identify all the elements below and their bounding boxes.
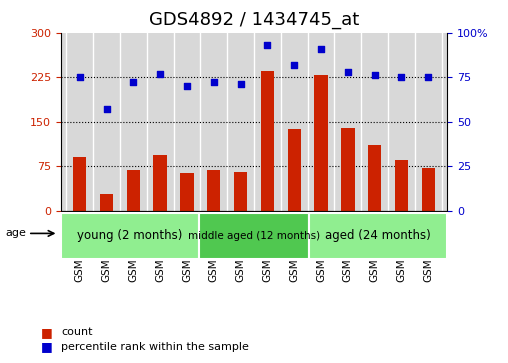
Bar <box>314 76 328 211</box>
Bar <box>422 168 435 211</box>
Text: ■: ■ <box>41 326 52 339</box>
Bar <box>126 170 140 211</box>
Bar <box>199 213 309 259</box>
Text: count: count <box>61 327 92 337</box>
Bar <box>288 129 301 211</box>
Text: middle aged (12 months): middle aged (12 months) <box>188 231 320 241</box>
Bar <box>368 145 382 211</box>
Bar <box>61 213 199 259</box>
Bar <box>153 155 167 211</box>
Bar <box>341 127 355 211</box>
Point <box>103 106 111 112</box>
Bar <box>73 157 86 211</box>
Bar <box>207 170 220 211</box>
Point <box>237 81 245 87</box>
Point <box>371 73 379 78</box>
Text: young (2 months): young (2 months) <box>77 229 182 242</box>
Point <box>156 71 164 77</box>
Point <box>183 83 191 89</box>
Point <box>290 62 298 68</box>
Text: aged (24 months): aged (24 months) <box>325 229 431 242</box>
Bar <box>261 71 274 211</box>
Bar <box>234 172 247 211</box>
Point <box>344 69 352 75</box>
Bar <box>180 173 194 211</box>
Text: age: age <box>5 228 26 238</box>
Point <box>397 74 405 80</box>
Text: ■: ■ <box>41 340 52 353</box>
Point <box>210 79 218 85</box>
Point <box>130 79 138 85</box>
Text: percentile rank within the sample: percentile rank within the sample <box>61 342 249 352</box>
Point <box>76 74 84 80</box>
Bar <box>309 213 447 259</box>
Point <box>263 42 271 48</box>
Bar <box>100 194 113 211</box>
Bar <box>395 160 408 211</box>
Point <box>317 46 325 52</box>
Text: GDS4892 / 1434745_at: GDS4892 / 1434745_at <box>149 11 359 29</box>
Point <box>424 74 432 80</box>
